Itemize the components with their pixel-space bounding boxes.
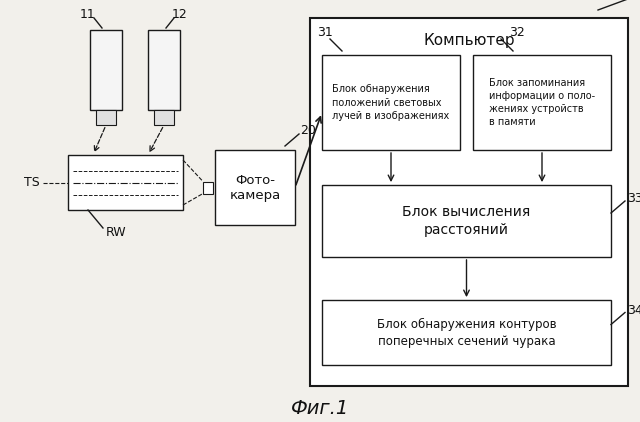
Text: 12: 12 — [172, 8, 188, 21]
Bar — [203, 181, 213, 194]
Bar — [473, 55, 611, 150]
Bar — [310, 18, 628, 386]
Text: Блок обнаружения контуров
поперечных сечений чурака: Блок обнаружения контуров поперечных сеч… — [377, 317, 556, 348]
Text: Компьютер: Компьютер — [423, 32, 515, 48]
Bar — [154, 110, 174, 125]
Text: 11: 11 — [80, 8, 96, 21]
Text: Блок запоминания
информации о поло-
жениях устройств
в памяти: Блок запоминания информации о поло- жени… — [489, 78, 595, 127]
Text: 33: 33 — [627, 192, 640, 206]
Text: Фиг.1: Фиг.1 — [291, 398, 349, 417]
Bar — [96, 110, 116, 125]
Text: 20: 20 — [300, 124, 316, 136]
Bar — [68, 155, 183, 210]
Bar — [322, 300, 611, 365]
Bar — [215, 150, 295, 225]
Text: 32: 32 — [509, 27, 525, 40]
Bar — [148, 30, 180, 110]
Text: Фото-
камера: Фото- камера — [229, 173, 280, 201]
Text: TS: TS — [24, 176, 40, 189]
Text: RW: RW — [106, 225, 127, 238]
Bar — [322, 55, 460, 150]
Bar — [90, 30, 122, 110]
Text: 31: 31 — [317, 27, 333, 40]
Text: Блок вычисления
расстояний: Блок вычисления расстояний — [403, 205, 531, 237]
Text: Блок обнаружения
положений световых
лучей в изображениях: Блок обнаружения положений световых луче… — [332, 84, 450, 121]
Text: 34: 34 — [627, 304, 640, 317]
Bar — [322, 185, 611, 257]
